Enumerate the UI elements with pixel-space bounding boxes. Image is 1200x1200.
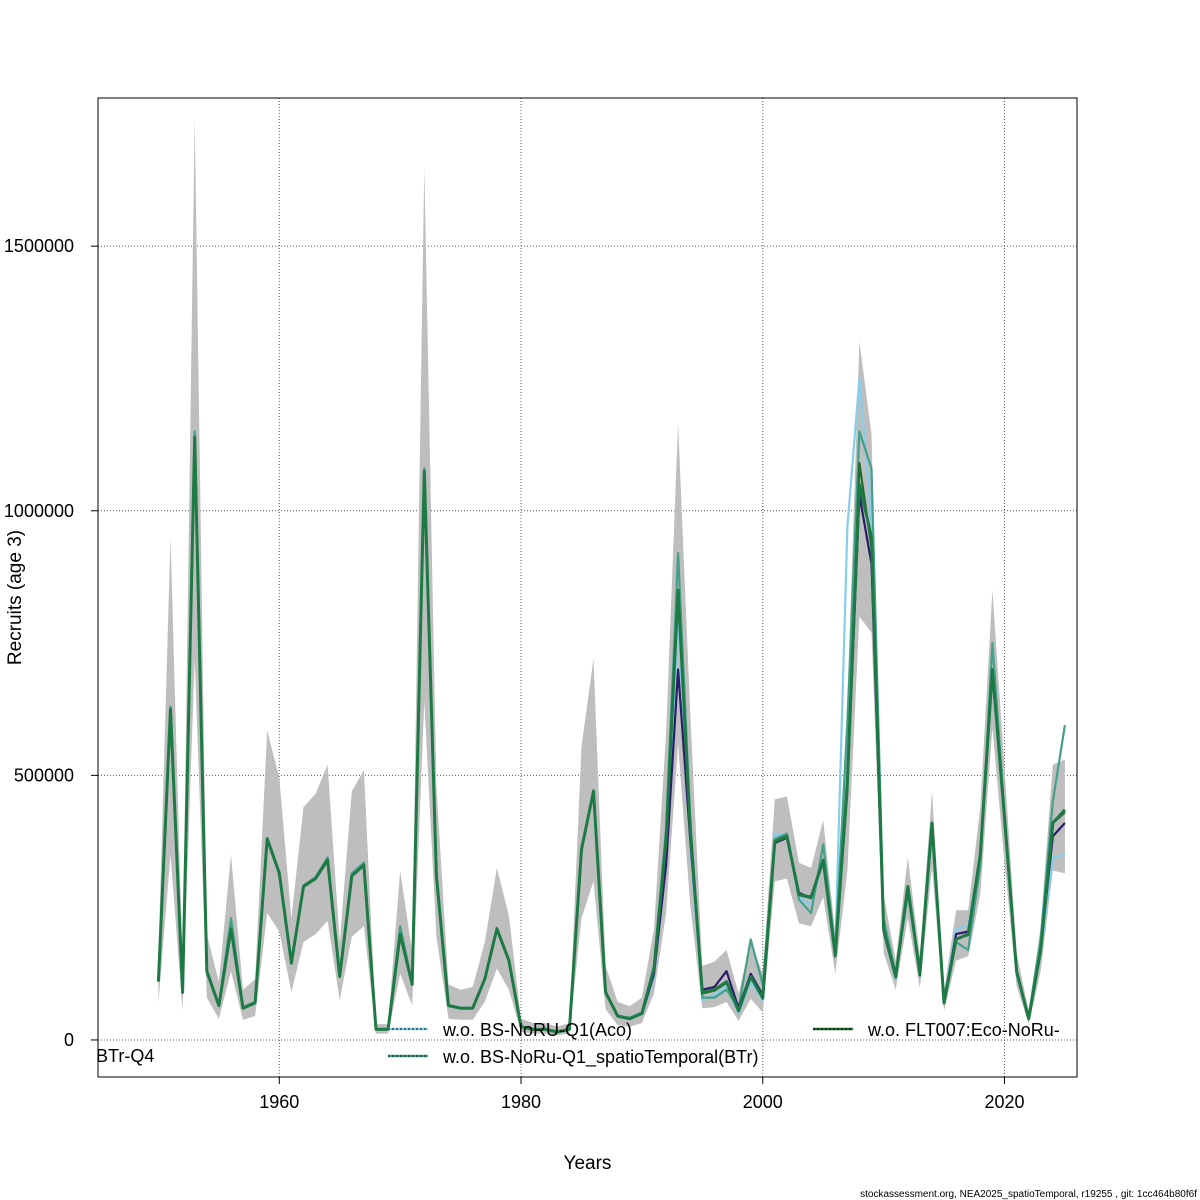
legend-entry-label: w.o. FLT007:Eco-NoRu- xyxy=(867,1020,1060,1040)
x-tick-label: 1960 xyxy=(259,1092,299,1112)
legend-entry-label: w.o. BS-NoRU-Q1(Aco) xyxy=(442,1020,632,1040)
axis-ticks: 1960 1980 2000 2020 0 500000 1000000 1500000 xyxy=(4,236,1025,1112)
legend: w.o. BS-NoRU-Q1(Aco) w.o. BS-NoRu-Q1_spat… xyxy=(388,1020,1060,1068)
legend-entry-label: w.o. BS-NoRu-Q1_spatioTemporal(BTr) xyxy=(442,1047,758,1068)
y-tick-label: 500000 xyxy=(14,765,74,785)
grid-lines xyxy=(98,98,1077,1077)
x-tick-label: 2000 xyxy=(743,1092,783,1112)
x-tick-label: 2020 xyxy=(984,1092,1024,1112)
legend-truncated-label: BTr-Q4 xyxy=(96,1046,154,1066)
confidence-band xyxy=(158,119,1065,1036)
series-lines-layer xyxy=(156,377,1067,1034)
y-tick-label: 0 xyxy=(64,1030,74,1050)
plot-frame xyxy=(97,97,1078,1078)
x-axis-title: Years xyxy=(564,1153,612,1174)
footer-credit: stockassessment.org, NEA2025_spatioTempo… xyxy=(860,1189,1197,1200)
x-tick-label: 1980 xyxy=(501,1092,541,1112)
base-series-line xyxy=(156,435,1067,1034)
y-tick-label: 1500000 xyxy=(4,236,74,256)
y-tick-label: 1000000 xyxy=(4,501,74,521)
y-axis-title: Recruits (age 3) xyxy=(5,530,26,665)
confidence-band-layer xyxy=(158,119,1065,1036)
